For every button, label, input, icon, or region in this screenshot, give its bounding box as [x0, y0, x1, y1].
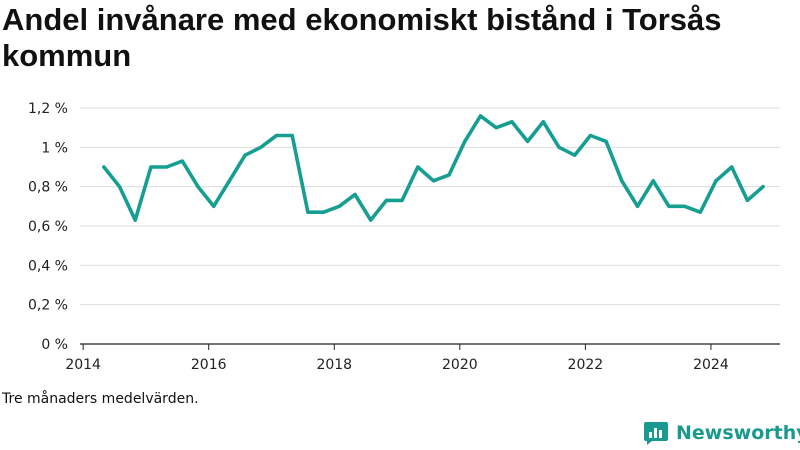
y-tick-label: 0,2 % — [28, 298, 68, 314]
brand-name: Newsworthy — [676, 422, 800, 444]
x-tick-label: 2018 — [316, 357, 352, 373]
data-point — [259, 145, 263, 149]
data-point — [651, 179, 655, 183]
y-tick-label: 0 % — [41, 337, 68, 353]
data-point — [133, 218, 137, 222]
footnote: Tre månaders medelvärden. — [2, 391, 199, 407]
data-point — [541, 120, 545, 124]
data-point — [400, 198, 404, 203]
data-point — [384, 198, 388, 203]
data-point — [745, 198, 749, 203]
data-point — [290, 133, 294, 138]
data-point — [620, 179, 624, 183]
data-point — [416, 165, 420, 169]
data-point — [227, 179, 232, 183]
data-point — [447, 173, 451, 177]
data-point — [604, 139, 608, 144]
data-point — [573, 153, 577, 157]
data-point — [243, 153, 247, 157]
newsworthy-logo-icon — [644, 422, 668, 445]
data-point — [353, 192, 357, 197]
data-point — [588, 133, 593, 138]
data-point — [165, 165, 169, 169]
data-point — [463, 139, 467, 144]
brand-logo: Newsworthy — [643, 418, 800, 448]
grid-lines — [80, 107, 780, 306]
y-axis: 0 % 0,2 % 0,4 % 0,6 % 0,8 % 1 % 1,2 % — [28, 101, 68, 353]
data-point — [306, 210, 310, 214]
data-point — [274, 133, 279, 138]
data-point — [635, 204, 640, 208]
x-tick-label: 2016 — [191, 357, 227, 373]
data-point — [698, 210, 702, 214]
x-tick-label: 2024 — [693, 357, 729, 373]
y-tick-label: 0,4 % — [28, 258, 68, 274]
data-point — [180, 159, 184, 163]
data-point — [667, 204, 671, 208]
x-tick-label: 2014 — [65, 357, 101, 373]
y-tick-label: 1,2 % — [28, 101, 68, 117]
data-point — [117, 185, 122, 189]
y-tick-label: 0,8 % — [28, 180, 68, 196]
x-tick-label: 2020 — [442, 357, 478, 373]
data-point — [212, 204, 216, 208]
line-chart: 0 % 0,2 % 0,4 % 0,6 % 0,8 % 1 % 1,2 % 2014 2016… — [28, 101, 780, 373]
x-tick-label: 2022 — [568, 357, 604, 373]
data-point — [714, 179, 718, 183]
data-point — [196, 185, 200, 189]
data-point — [730, 165, 734, 169]
data-point — [510, 120, 514, 124]
x-axis: 2014 2016 2018 2020 2022 2024 — [65, 343, 780, 373]
data-point — [494, 126, 498, 130]
data-point — [149, 165, 153, 169]
series — [102, 114, 765, 222]
y-tick-label: 1 % — [41, 140, 68, 156]
data-point — [337, 204, 341, 208]
data-point — [431, 179, 436, 183]
data-point — [682, 204, 687, 208]
data-point — [557, 145, 561, 149]
data-point — [761, 185, 765, 189]
data-point — [102, 165, 106, 169]
chart-title: Andel invånare med ekonomiskt bistånd i … — [2, 2, 722, 73]
data-point — [526, 139, 530, 144]
y-tick-label: 0,6 % — [28, 219, 68, 235]
data-point — [321, 210, 326, 214]
data-point — [369, 218, 373, 222]
data-point — [478, 114, 483, 118]
series-line — [102, 114, 765, 222]
